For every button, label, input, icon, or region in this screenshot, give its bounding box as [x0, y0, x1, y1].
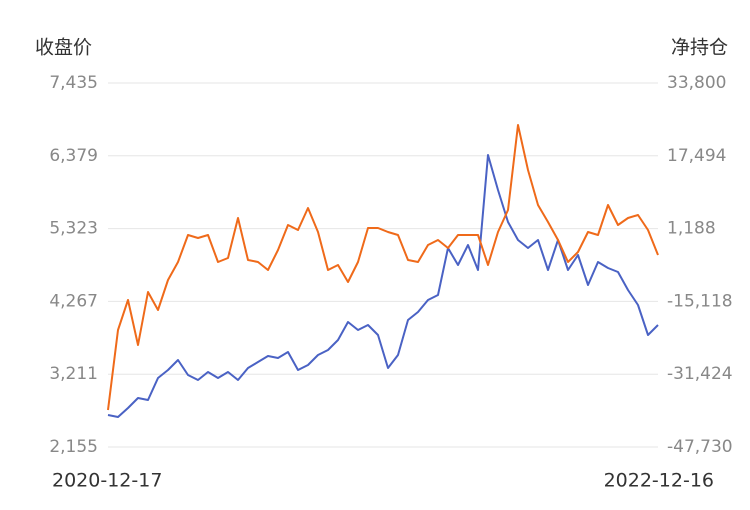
y-axis-title: 收盘价: [35, 37, 92, 59]
y2-tick-label: -15,118: [667, 291, 733, 311]
y-tick-label: 2,155: [49, 437, 98, 457]
y-tick-label: 7,435: [49, 73, 98, 93]
y-tick-label: 6,379: [49, 146, 98, 166]
y2-axis-title: 净持仓: [671, 37, 728, 59]
y2-tick-label: -31,424: [667, 364, 733, 384]
y-tick-label: 5,323: [49, 219, 98, 239]
x-tick-label: 2022-12-16: [604, 470, 714, 492]
x-tick-label: 2020-12-17: [52, 470, 162, 492]
y2-tick-label: 1,188: [667, 219, 716, 239]
y2-tick-label: -47,730: [667, 437, 733, 457]
y2-tick-label: 17,494: [667, 146, 726, 166]
y-tick-label: 3,211: [49, 364, 98, 384]
series-line: [107, 154, 659, 418]
y-tick-label: 4,267: [49, 291, 98, 311]
y2-tick-label: 33,800: [667, 73, 726, 93]
series-line: [107, 124, 659, 411]
